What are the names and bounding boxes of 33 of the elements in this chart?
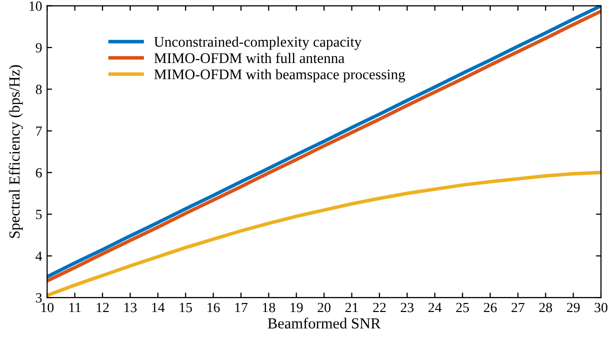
legend-label: Unconstrained-complexity capacity xyxy=(154,36,362,50)
x-tick-label: 15 xyxy=(180,302,192,312)
x-tick-label: 18 xyxy=(262,302,276,312)
y-tick-label: 8 xyxy=(36,84,42,94)
y-axis-title: Spectral Efficiency (bps/Hz) xyxy=(8,65,23,238)
x-tick-label: 30 xyxy=(594,302,608,312)
y-tick-label: 10 xyxy=(30,1,42,11)
legend-label: MIMO-OFDM with full antenna xyxy=(154,52,344,64)
x-tick-label: 23 xyxy=(400,302,414,312)
x-tick-label: 27 xyxy=(512,302,524,312)
x-tick-label: 29 xyxy=(566,302,580,312)
y-tick-label: 3 xyxy=(36,293,42,303)
x-axis-title: Beamformed SNR xyxy=(268,318,381,329)
y-tick-label: 6 xyxy=(36,168,42,178)
x-tick-label: 11 xyxy=(69,302,81,312)
x-tick-label: 17 xyxy=(235,302,248,312)
x-tick-label: 26 xyxy=(484,302,497,312)
x-tick-label: 21 xyxy=(345,302,358,312)
x-tick-label: 20 xyxy=(318,302,330,312)
x-tick-label: 16 xyxy=(208,302,220,312)
x-tick-label: 28 xyxy=(539,302,552,312)
x-tick-label: 25 xyxy=(456,302,469,312)
y-tick-label: 4 xyxy=(36,252,42,261)
y-tick-label: 9 xyxy=(36,43,42,52)
y-tick-label: 7 xyxy=(36,126,42,136)
x-tick-label: 12 xyxy=(96,302,109,312)
x-tick-label: 14 xyxy=(152,302,165,312)
x-tick-label: 22 xyxy=(373,302,386,312)
x-tick-label: 19 xyxy=(290,302,303,312)
x-tick-label: 24 xyxy=(428,302,442,312)
x-tick-label: 13 xyxy=(124,302,137,312)
legend-label: MIMO-OFDM with beamspace processing xyxy=(154,69,406,82)
y-tick-label: 5 xyxy=(36,210,42,220)
